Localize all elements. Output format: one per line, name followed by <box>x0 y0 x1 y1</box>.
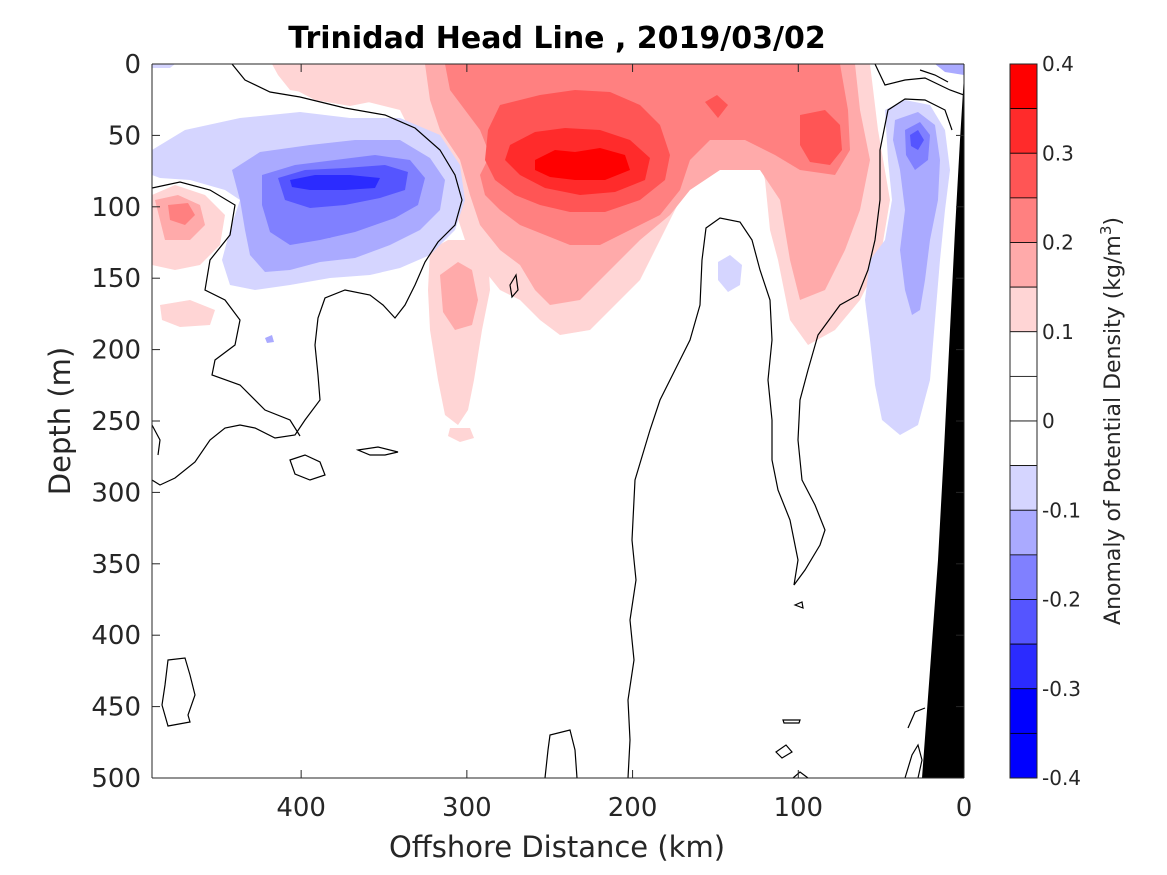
y-axis-ticks: 0 50 100 150 200 250 300 350 400 450 500 <box>91 50 964 794</box>
colorbar-level <box>1009 63 1038 110</box>
contour-line-tongue <box>627 98 953 778</box>
y-tick-label: 250 <box>91 407 141 437</box>
fill-blue-core-west <box>290 175 380 190</box>
fill-blue-light-mid <box>718 255 742 292</box>
contour-fills <box>152 64 964 442</box>
fill-red-light-north <box>280 64 385 106</box>
colorbar-level <box>1009 643 1038 690</box>
y-tick-label: 200 <box>91 336 141 366</box>
contour-line-small-b <box>355 446 399 456</box>
colorbar-level <box>1009 197 1038 243</box>
colorbar-level <box>1009 509 1038 556</box>
chart-title: Trinidad Head Line , 2019/03/02 <box>288 21 825 56</box>
colorbar-level <box>1009 286 1038 333</box>
fill-blue-surface-east <box>935 64 964 75</box>
colorbar-tick-label: -0.1 <box>1042 498 1081 522</box>
colorbar-level <box>1009 599 1038 645</box>
x-tick-label: 400 <box>276 793 326 823</box>
colorbar-ticks: 0.4 0.3 0.2 0.1 0 -0.1 -0.2 -0.3 -0.4 <box>1042 52 1081 790</box>
x-axis-ticks: 400 300 200 100 0 <box>276 64 972 823</box>
x-tick-label: 300 <box>442 793 492 823</box>
contour-line-small-c <box>509 273 519 299</box>
y-tick-label: 500 <box>91 764 141 794</box>
x-tick-label: 0 <box>956 793 973 823</box>
colorbar-tick-label: -0.2 <box>1042 588 1081 612</box>
colorbar-tick-label: 0.4 <box>1042 52 1074 76</box>
x-tick-label: 100 <box>773 793 823 823</box>
contour-line-speck-b <box>782 719 801 724</box>
y-tick-label: 350 <box>91 550 141 580</box>
fill-blue-darker-east <box>910 130 924 150</box>
y-tick-label: 0 <box>124 50 141 80</box>
fill-red-strong-spot <box>705 95 728 118</box>
x-axis-title: Offshore Distance (km) <box>389 830 725 864</box>
colorbar-level <box>1009 108 1038 154</box>
y-tick-label: 150 <box>91 264 141 294</box>
fill-red-light-speck <box>448 428 474 442</box>
contour-line-east-deep-2 <box>904 743 923 778</box>
fill-blue-spot-west <box>310 218 342 238</box>
seafloor-bathymetry <box>922 75 964 778</box>
contour-line-speck-a <box>793 601 804 609</box>
colorbar-title-main: Anomaly of Potential Density (kg/m <box>1101 235 1126 625</box>
contour-line-west <box>152 181 301 437</box>
colorbar-title-suffix: ) <box>1101 217 1126 226</box>
contour-line-north <box>152 64 463 486</box>
y-tick-label: 400 <box>91 621 141 651</box>
colorbar-tick-label: 0 <box>1042 409 1055 433</box>
y-tick-label: 450 <box>91 693 141 723</box>
colorbar-level <box>1009 465 1038 511</box>
colorbar-level <box>1009 331 1038 377</box>
colorbar-tick-label: -0.4 <box>1042 766 1081 790</box>
contour-line-speck-c <box>775 744 793 759</box>
colorbar-level <box>1009 732 1038 779</box>
zero-contours <box>152 64 964 778</box>
colorbar-title-superscript: 3 <box>1097 226 1115 236</box>
colorbar-level <box>1009 554 1038 600</box>
fill-red-dark-west <box>168 203 195 225</box>
colorbar-tick-label: 0.2 <box>1042 231 1074 255</box>
colorbar-tick-label: 0.1 <box>1042 320 1074 344</box>
colorbar-tick-label: 0.3 <box>1042 141 1074 165</box>
colorbar-level <box>1009 688 1038 734</box>
fill-red-medium-sub <box>440 262 478 330</box>
colorbar-level <box>1009 242 1038 288</box>
colorbar-tick-label: -0.3 <box>1042 677 1081 701</box>
contour-line-west-deep <box>152 424 161 456</box>
y-tick-label: 300 <box>91 478 141 508</box>
contour-line-loop-bottom <box>544 729 578 778</box>
contour-line-north-east <box>874 64 964 96</box>
x-tick-label: 200 <box>608 793 658 823</box>
colorbar-level <box>1009 375 1038 422</box>
contour-line-small-a <box>289 454 326 481</box>
y-axis-title: Depth (m) <box>43 347 77 495</box>
y-tick-label: 50 <box>108 121 141 151</box>
colorbar-title: Anomaly of Potential Density (kg/m3) <box>1097 217 1126 625</box>
contour-line-loop-sw <box>161 657 196 727</box>
fill-blue-speck <box>265 335 274 343</box>
fill-red-strong-east <box>800 110 842 165</box>
contour-line-speck-d <box>792 771 809 778</box>
contour-line-top-east <box>919 69 949 83</box>
fill-red-core <box>535 148 630 180</box>
fill-blue-medium-east <box>893 112 940 315</box>
colorbar-frame <box>1009 63 1038 779</box>
fill-blue-surface-west <box>152 64 175 68</box>
fill-red-light-small <box>160 300 215 327</box>
colorbar <box>1009 63 1038 779</box>
colorbar-level <box>1009 420 1038 467</box>
contour-line-east-deep <box>907 707 926 729</box>
y-tick-label: 100 <box>91 193 141 223</box>
colorbar-level <box>1009 152 1038 199</box>
